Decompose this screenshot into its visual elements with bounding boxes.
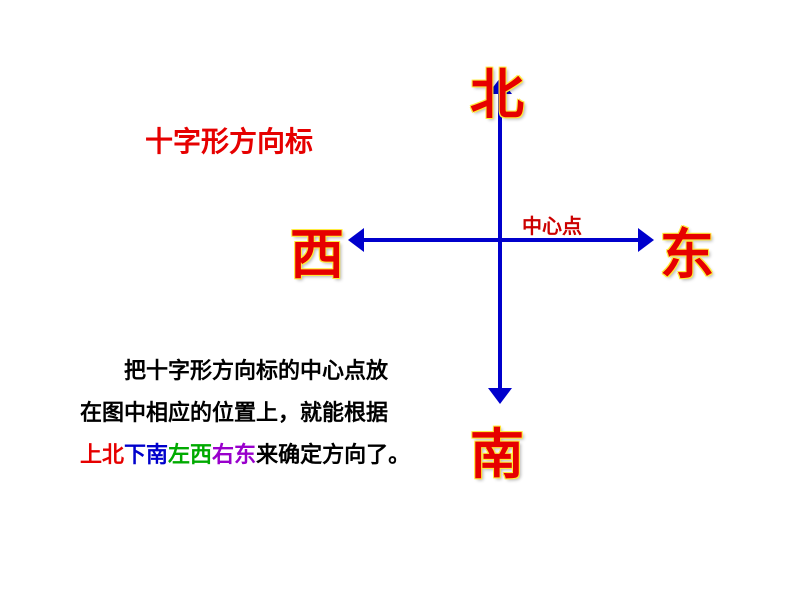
direction-east: 东 [660, 210, 714, 289]
direction-north: 北 [470, 50, 524, 129]
description-segment: 下南 [124, 442, 168, 467]
description-segment: 把十字形方向标的中心点放 [80, 358, 388, 383]
description-segment: 右东 [212, 442, 256, 467]
page-title: 十字形方向标 [145, 120, 313, 160]
description-segment: 上北 [80, 442, 124, 467]
direction-south: 南 [470, 410, 524, 489]
description-text: 把十字形方向标的中心点放在图中相应的位置上，就能根据上北下南左西右东来确定方向了… [80, 350, 410, 475]
description-segment: 左西 [168, 442, 212, 467]
description-segment: 在图中相应的位置上，就能根据 [80, 400, 388, 425]
arrow-head-west [348, 228, 364, 252]
arrow-head-east [638, 228, 654, 252]
arrow-head-south [488, 388, 512, 404]
center-point-label: 中心点 [522, 210, 582, 239]
horizontal-arrow-line [360, 238, 640, 242]
description-segment: 来确定方向了。 [256, 442, 410, 467]
direction-west: 西 [290, 210, 344, 289]
